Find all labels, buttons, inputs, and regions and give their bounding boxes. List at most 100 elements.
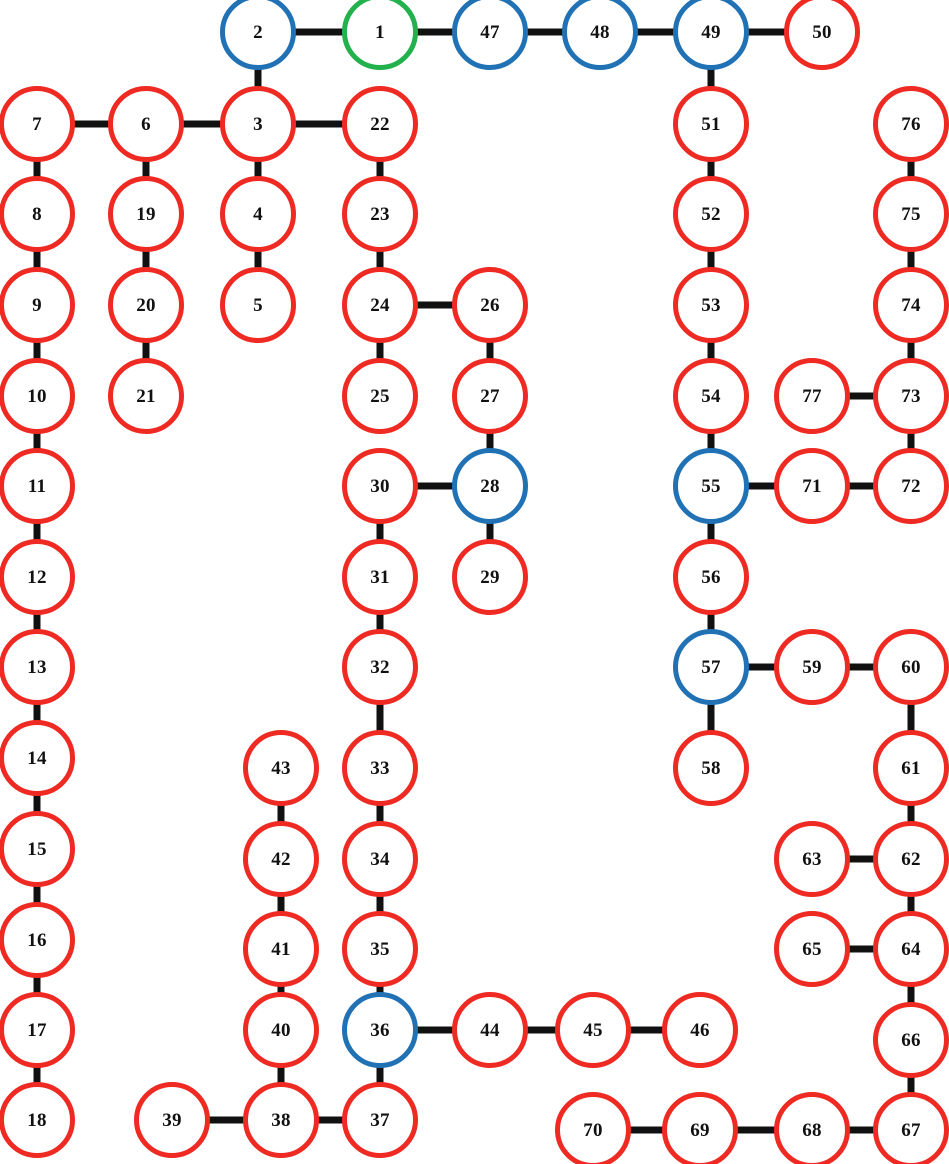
graph-node-label: 3 [253, 113, 263, 135]
graph-node-76[interactable]: 76 [873, 86, 949, 162]
graph-node-18[interactable]: 18 [0, 1082, 75, 1158]
graph-node-65[interactable]: 65 [774, 911, 850, 987]
graph-node-35[interactable]: 35 [342, 911, 418, 987]
graph-node-label: 49 [701, 21, 721, 43]
graph-node-label: 64 [901, 938, 921, 960]
graph-node-54[interactable]: 54 [673, 358, 749, 434]
graph-node-31[interactable]: 31 [342, 539, 418, 615]
graph-node-70[interactable]: 70 [555, 1092, 631, 1164]
graph-node-62[interactable]: 62 [873, 821, 949, 897]
graph-node-37[interactable]: 37 [342, 1082, 418, 1158]
graph-node-71[interactable]: 71 [774, 448, 850, 524]
graph-node-64[interactable]: 64 [873, 911, 949, 987]
graph-node-9[interactable]: 9 [0, 267, 75, 343]
graph-node-55[interactable]: 55 [673, 448, 749, 524]
graph-node-59[interactable]: 59 [774, 629, 850, 705]
graph-node-label: 35 [370, 938, 390, 960]
graph-node-28[interactable]: 28 [452, 448, 528, 524]
graph-node-16[interactable]: 16 [0, 902, 75, 978]
graph-node-57[interactable]: 57 [673, 629, 749, 705]
graph-node-38[interactable]: 38 [243, 1082, 319, 1158]
graph-node-21[interactable]: 21 [108, 358, 184, 434]
graph-node-72[interactable]: 72 [873, 448, 949, 524]
graph-node-49[interactable]: 49 [673, 0, 749, 70]
graph-node-1[interactable]: 1 [342, 0, 418, 70]
graph-node-label: 66 [901, 1029, 921, 1051]
graph-node-34[interactable]: 34 [342, 821, 418, 897]
graph-node-56[interactable]: 56 [673, 539, 749, 615]
graph-node-48[interactable]: 48 [562, 0, 638, 70]
graph-node-label: 72 [901, 475, 921, 497]
graph-node-label: 74 [901, 294, 921, 316]
graph-node-30[interactable]: 30 [342, 448, 418, 524]
graph-node-12[interactable]: 12 [0, 539, 75, 615]
graph-node-63[interactable]: 63 [774, 821, 850, 897]
graph-node-68[interactable]: 68 [774, 1092, 850, 1164]
graph-node-4[interactable]: 4 [220, 176, 296, 252]
graph-node-19[interactable]: 19 [108, 176, 184, 252]
graph-node-53[interactable]: 53 [673, 267, 749, 343]
graph-node-label: 9 [32, 294, 42, 316]
graph-node-73[interactable]: 73 [873, 358, 949, 434]
graph-node-15[interactable]: 15 [0, 811, 75, 887]
graph-node-11[interactable]: 11 [0, 448, 75, 524]
graph-node-61[interactable]: 61 [873, 730, 949, 806]
graph-node-66[interactable]: 66 [873, 1002, 949, 1078]
graph-node-42[interactable]: 42 [243, 821, 319, 897]
graph-node-5[interactable]: 5 [220, 267, 296, 343]
graph-node-label: 57 [701, 656, 721, 678]
graph-node-2[interactable]: 2 [220, 0, 296, 70]
graph-node-25[interactable]: 25 [342, 358, 418, 434]
graph-node-label: 63 [802, 848, 822, 870]
graph-node-label: 71 [802, 475, 822, 497]
graph-node-8[interactable]: 8 [0, 176, 75, 252]
graph-node-43[interactable]: 43 [243, 730, 319, 806]
graph-node-label: 77 [802, 385, 822, 407]
graph-node-67[interactable]: 67 [873, 1092, 949, 1164]
graph-node-label: 26 [480, 294, 500, 316]
graph-node-label: 65 [802, 938, 822, 960]
graph-node-13[interactable]: 13 [0, 629, 75, 705]
graph-node-20[interactable]: 20 [108, 267, 184, 343]
graph-node-17[interactable]: 17 [0, 992, 75, 1068]
graph-node-22[interactable]: 22 [342, 86, 418, 162]
graph-node-69[interactable]: 69 [662, 1092, 738, 1164]
graph-node-label: 25 [370, 385, 390, 407]
graph-node-label: 52 [701, 203, 721, 225]
graph-node-50[interactable]: 50 [784, 0, 860, 70]
graph-node-41[interactable]: 41 [243, 911, 319, 987]
graph-node-33[interactable]: 33 [342, 730, 418, 806]
graph-node-45[interactable]: 45 [555, 992, 631, 1068]
graph-node-74[interactable]: 74 [873, 267, 949, 343]
graph-node-label: 75 [901, 203, 921, 225]
graph-node-14[interactable]: 14 [0, 720, 75, 796]
graph-node-47[interactable]: 47 [452, 0, 528, 70]
graph-node-label: 10 [27, 385, 47, 407]
graph-node-7[interactable]: 7 [0, 86, 75, 162]
graph-node-26[interactable]: 26 [452, 267, 528, 343]
graph-node-24[interactable]: 24 [342, 267, 418, 343]
graph-node-label: 30 [370, 475, 390, 497]
graph-node-75[interactable]: 75 [873, 176, 949, 252]
graph-node-51[interactable]: 51 [673, 86, 749, 162]
graph-node-label: 27 [480, 385, 500, 407]
graph-node-29[interactable]: 29 [452, 539, 528, 615]
graph-node-6[interactable]: 6 [108, 86, 184, 162]
graph-node-label: 11 [27, 475, 47, 497]
graph-node-27[interactable]: 27 [452, 358, 528, 434]
graph-node-58[interactable]: 58 [673, 730, 749, 806]
graph-node-label: 67 [901, 1119, 921, 1141]
graph-node-36[interactable]: 36 [342, 992, 418, 1068]
graph-node-60[interactable]: 60 [873, 629, 949, 705]
graph-node-label: 45 [583, 1019, 603, 1041]
graph-node-52[interactable]: 52 [673, 176, 749, 252]
graph-node-77[interactable]: 77 [774, 358, 850, 434]
graph-node-44[interactable]: 44 [452, 992, 528, 1068]
graph-node-40[interactable]: 40 [243, 992, 319, 1068]
graph-node-32[interactable]: 32 [342, 629, 418, 705]
graph-node-10[interactable]: 10 [0, 358, 75, 434]
graph-node-23[interactable]: 23 [342, 176, 418, 252]
graph-node-39[interactable]: 39 [134, 1082, 210, 1158]
graph-node-3[interactable]: 3 [220, 86, 296, 162]
graph-node-46[interactable]: 46 [662, 992, 738, 1068]
